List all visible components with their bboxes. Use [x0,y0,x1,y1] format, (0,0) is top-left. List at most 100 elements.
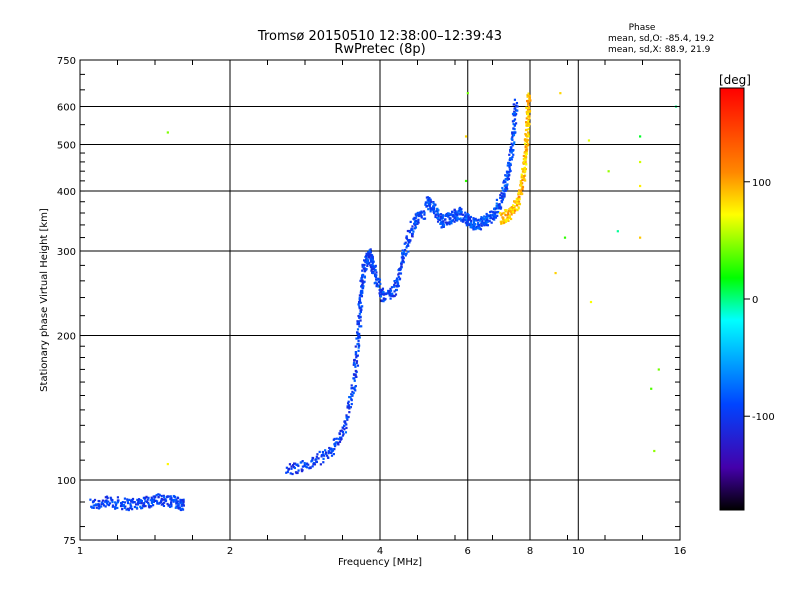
data-point [480,224,483,227]
data-point [404,252,407,256]
data-point [398,278,401,281]
data-point [343,428,346,431]
data-point [524,159,527,162]
data-point [377,280,380,284]
data-point [180,501,184,504]
data-point [517,206,520,209]
data-point [342,433,345,436]
data-point [414,224,417,227]
data-point [460,208,463,211]
data-point [176,505,179,508]
data-point [358,302,361,305]
data-point [353,379,356,382]
data-point [374,281,377,284]
data-point [486,218,489,221]
data-point [176,497,180,500]
chart-title-line1: Tromsø 20150510 12:38:00–12:39:43 [257,29,502,44]
data-point [346,402,350,405]
y-tick-label: 200 [57,332,76,343]
data-point [360,325,363,328]
data-points [89,92,678,512]
data-point [321,450,325,454]
data-point [358,294,361,297]
data-point [465,222,468,225]
data-point [389,289,393,292]
data-point [470,219,473,223]
data-point [348,411,351,414]
data-point [429,207,432,210]
data-point [336,442,340,445]
data-point [509,207,512,210]
data-point [450,222,453,225]
data-point [137,499,140,502]
data-point [299,461,302,464]
data-point [436,212,439,215]
data-point [512,119,516,122]
data-point [355,375,358,379]
data-point [411,234,414,238]
data-point [464,135,468,138]
data-point [301,465,304,468]
data-point [447,212,451,215]
data-point [452,219,455,222]
data-point [291,464,295,467]
data-point [357,337,360,340]
data-point [529,99,532,102]
data-point [430,200,433,203]
data-point [466,221,469,225]
data-point [127,508,130,512]
data-point [182,503,185,506]
data-point [352,363,355,366]
x-tick-label: 8 [527,546,533,557]
data-point [343,420,347,423]
data-point [121,500,124,504]
data-point [440,216,443,220]
data-point [328,446,331,450]
data-point [356,320,359,323]
data-point [361,274,364,277]
data-point [338,437,341,441]
data-point [507,164,511,167]
data-point [390,294,393,298]
data-point [527,118,530,121]
data-point [503,219,506,223]
data-point [433,204,436,207]
data-point [378,288,381,292]
data-point [346,418,349,421]
colorbar-ticks: 100 0 -100 [744,178,775,423]
data-point [150,496,153,499]
data-point [324,449,327,452]
data-point [462,213,465,216]
data-point [509,217,513,221]
data-point [109,496,112,499]
data-point [406,229,409,233]
data-point [401,249,404,252]
data-point [354,385,357,388]
data-point [331,449,335,452]
data-point [431,207,434,211]
data-point [341,430,345,434]
data-point [163,501,166,504]
data-point [400,263,403,266]
data-point [133,501,136,504]
data-point [170,496,173,500]
data-point [400,261,403,264]
data-point [511,155,514,159]
data-point [639,160,642,164]
data-point [379,282,382,286]
data-point [474,223,477,226]
data-point [494,216,498,219]
data-point [521,182,524,185]
data-point [438,218,441,221]
data-point [490,210,493,213]
data-point [466,220,469,224]
data-point [383,297,386,300]
x-axis-ticks: 1 2 4 6 8 10 16 [77,60,686,557]
data-point [340,436,343,439]
data-point [524,179,527,182]
data-point [510,151,513,154]
data-point [111,499,114,502]
data-point [512,127,515,130]
data-point [507,161,510,165]
data-point [527,110,530,113]
